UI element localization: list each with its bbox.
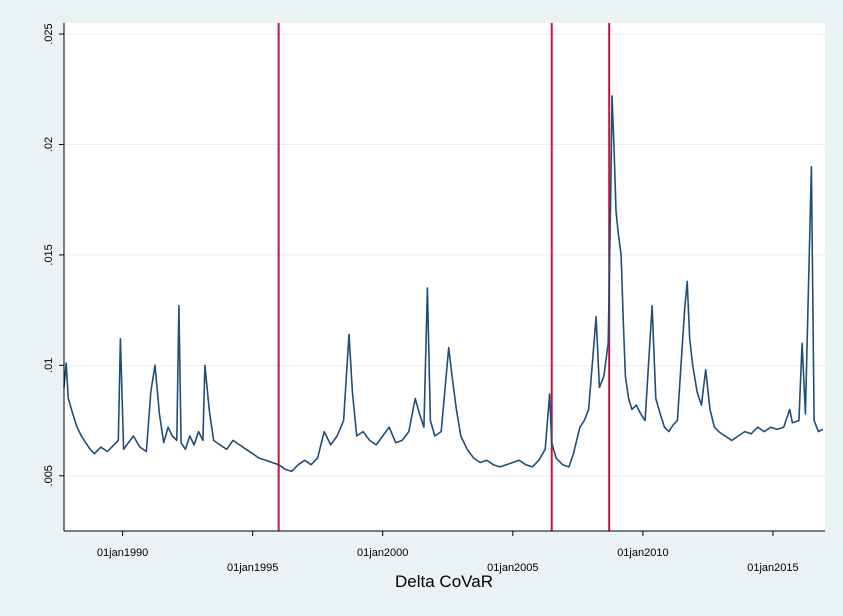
x-tick-label: 01jan1990 xyxy=(97,547,148,559)
y-tick-label: .005 xyxy=(43,465,55,486)
x-axis-title: Delta CoVaR xyxy=(395,572,493,591)
x-tick-label: 01jan1995 xyxy=(227,562,278,574)
y-tick-label: .02 xyxy=(43,137,55,152)
series-line xyxy=(63,95,824,473)
series-layer xyxy=(63,95,824,473)
y-axis: .005 .01 .015 .02 .025 xyxy=(43,23,65,531)
x-tick-label: 01jan2015 xyxy=(747,562,798,574)
x-tick-label: 01jan2000 xyxy=(357,547,408,559)
x-tick-label: 01jan2010 xyxy=(617,547,668,559)
x-tick-label: 01jan2005 xyxy=(487,562,538,574)
y-tick-label: .01 xyxy=(43,358,55,373)
y-tick-label: .015 xyxy=(43,244,55,265)
plot-area xyxy=(64,23,825,531)
grid xyxy=(64,33,825,477)
y-tick-label: .025 xyxy=(43,23,55,44)
x-axis: 01jan1990 01jan1995 01jan2000 01jan2005 01ja… xyxy=(64,530,825,574)
